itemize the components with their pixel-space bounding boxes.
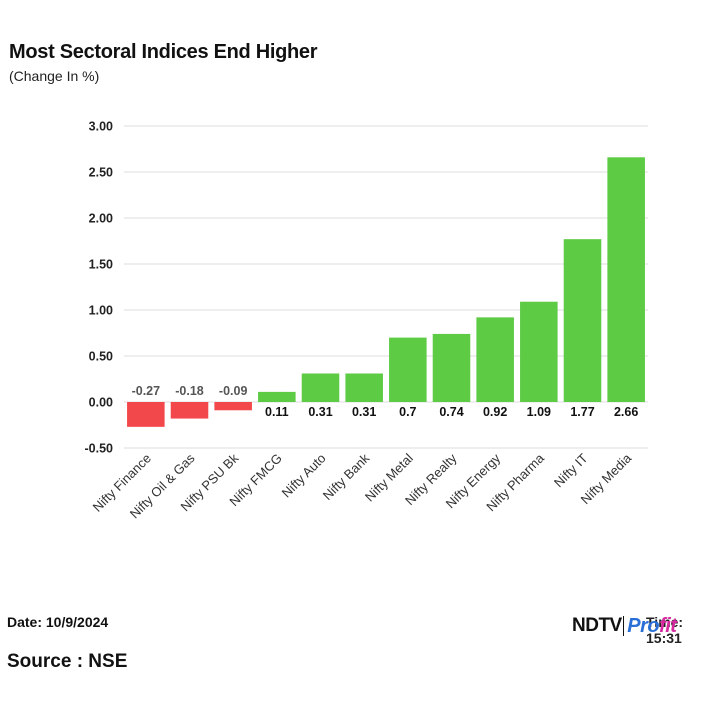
data-label: -0.27 [132, 384, 161, 398]
y-tick-label: 1.50 [89, 258, 113, 272]
bar [563, 239, 602, 402]
time-label: Time: 15:31 [646, 614, 684, 646]
source-label: Source : NSE [7, 651, 128, 672]
data-label: 1.77 [570, 405, 594, 419]
bar [214, 402, 252, 411]
bar [127, 402, 165, 427]
y-tick-label: 1.00 [89, 304, 113, 318]
y-tick-label: -0.50 [85, 442, 114, 456]
date-label: Date: 10/9/2024 [7, 614, 109, 630]
bar [170, 402, 209, 419]
bar [301, 373, 340, 402]
data-label: 0.92 [483, 405, 507, 419]
data-label: 0.74 [439, 405, 463, 419]
logo-ndtv-text: NDTV [572, 615, 622, 636]
bar [432, 333, 471, 402]
y-tick-label: 2.00 [89, 212, 113, 226]
y-tick-label: 0.00 [89, 396, 113, 410]
chart-subtitle: (Change In %) [9, 68, 100, 84]
gridlines [124, 125, 648, 449]
data-label: 0.31 [352, 405, 376, 419]
bar [607, 157, 645, 402]
bar [258, 391, 296, 402]
y-tick-label: 3.00 [89, 120, 113, 134]
y-tick-label: 2.50 [89, 166, 113, 180]
bar [520, 301, 558, 402]
data-label: -0.18 [175, 384, 204, 398]
y-tick-label: 0.50 [89, 350, 113, 364]
chart-title: Most Sectoral Indices End Higher [9, 41, 318, 63]
bars [127, 157, 645, 427]
logo-profit-part-1: Pro [627, 614, 660, 637]
bar [389, 337, 427, 402]
bar [476, 317, 514, 402]
logo-profit-part-2: fit [659, 614, 677, 637]
x-tick-label: Nifty IT [551, 450, 591, 490]
y-axis-ticks: -0.50 0.00 0.50 1.00 1.50 2.00 2.50 3.00 [85, 120, 114, 456]
data-label: 0.7 [399, 405, 416, 419]
data-label: 1.09 [527, 405, 551, 419]
data-label: 2.66 [614, 405, 638, 419]
data-label: -0.09 [219, 384, 248, 398]
data-labels: -0.27 -0.18 -0.09 0.11 0.31 0.31 0.7 0.74 0.92 1.… [132, 384, 639, 419]
bar [345, 373, 383, 402]
data-label: 0.11 [265, 405, 289, 419]
ndtv-profit-logo: NDTV Profit [572, 613, 677, 639]
data-label: 0.31 [308, 405, 332, 419]
logo-profit-text: Profit [627, 614, 677, 638]
logo-divider [622, 616, 625, 636]
